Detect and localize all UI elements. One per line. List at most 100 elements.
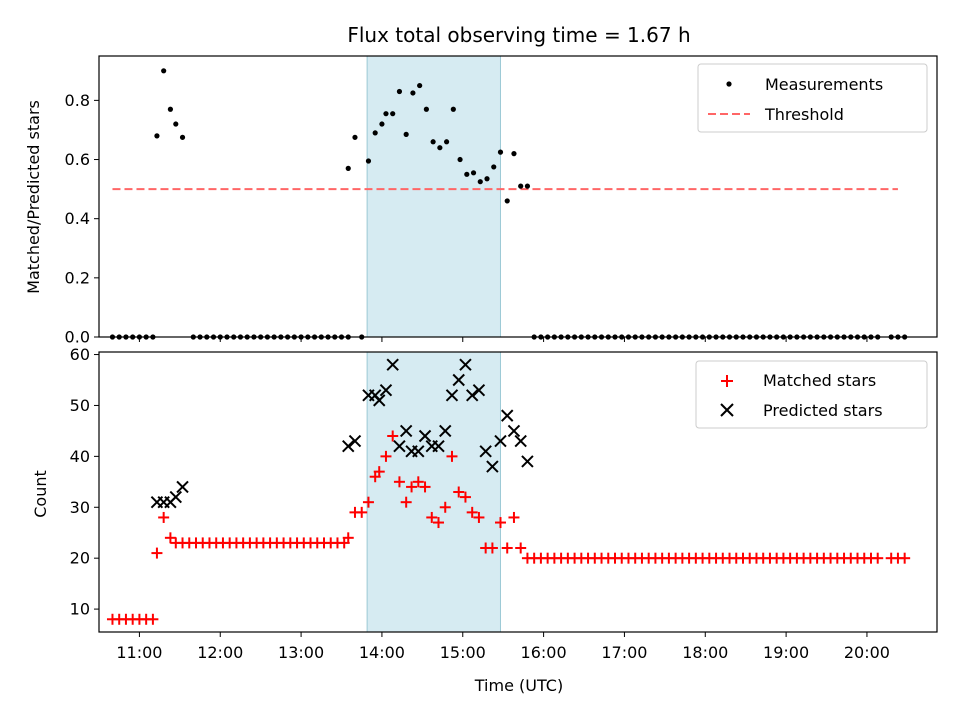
measurement-point <box>497 149 504 155</box>
matched-star-point <box>373 466 385 478</box>
predicted-star-point <box>412 445 425 458</box>
count-legend: Matched stars Predicted stars <box>695 360 928 429</box>
matched-star-point <box>426 511 438 523</box>
matched-star-point <box>419 481 431 493</box>
measurement-point <box>173 121 179 127</box>
measurement-point <box>161 68 167 74</box>
legend-matched-marker <box>721 375 733 387</box>
matched-star-point <box>342 532 354 544</box>
legend-measurements-label: Measurements <box>765 75 883 94</box>
count-plot-frame <box>98 351 938 633</box>
count-y-tick-label: 20 <box>70 549 90 568</box>
matched-star-point <box>151 547 163 559</box>
legend-predicted-marker <box>720 403 734 417</box>
matched-star-point <box>446 450 458 462</box>
predicted-star-point <box>169 490 183 504</box>
measurement-point <box>417 82 423 89</box>
x-tick-label: 16:00 <box>521 643 567 662</box>
ratio-y-axis-label: Matched/Predicted stars <box>24 100 43 294</box>
x-tick-label: 20:00 <box>844 643 890 662</box>
count-y-tick-label: 60 <box>70 345 90 364</box>
matched-star-point <box>453 486 465 498</box>
predicted-star-point <box>494 434 507 448</box>
x-tick-label: 14:00 <box>359 643 405 662</box>
measurement-point <box>477 179 483 185</box>
measurement-point <box>504 198 510 204</box>
predicted-star-point <box>399 424 413 438</box>
predicted-star-point <box>452 373 465 387</box>
x-tick-label: 17:00 <box>601 643 647 662</box>
predicted-star-point <box>386 358 399 371</box>
predicted-star-point <box>479 445 492 458</box>
predicted-star-point <box>176 480 189 494</box>
ratio-legend: Measurements Threshold <box>697 63 928 133</box>
count-panel: 10 20 30 40 50 60 11:00 12:00 13:00 14:00 15:00 16… <box>31 345 938 695</box>
predicted-star-point <box>418 429 432 443</box>
count-y-tick-label: 30 <box>70 498 90 517</box>
predicted-star-point <box>514 434 527 448</box>
matched-star-point <box>473 511 485 523</box>
observing-window-shade-bottom <box>366 351 501 633</box>
measurement-point <box>430 139 436 145</box>
matched-star-point <box>147 613 159 625</box>
measurement-point <box>450 106 456 112</box>
ratio-y-tick-label: 0.0 <box>65 328 90 347</box>
count-y-tick-label: 50 <box>70 396 90 415</box>
ratio-panel: 0.00.20.40.60.8 Matched/Predicted stars … <box>24 55 938 347</box>
matched-star-point <box>164 532 176 544</box>
measurement-point <box>383 111 389 117</box>
predicted-star-point <box>432 439 445 453</box>
predicted-star-point <box>445 389 459 402</box>
count-legend-box <box>695 360 928 429</box>
measurement-point <box>154 133 160 139</box>
measurement-point <box>518 183 524 189</box>
count-y-axis-label: Count <box>31 470 50 518</box>
measurement-point <box>372 130 378 136</box>
ratio-legend-box <box>697 63 928 133</box>
measurement-point <box>410 90 416 96</box>
matched-star-point <box>362 496 374 508</box>
x-tick-label: 19:00 <box>763 643 809 662</box>
legend-matched-label: Matched stars <box>763 371 876 390</box>
matched-star-point <box>439 501 451 513</box>
measurement-point <box>443 139 450 145</box>
ratio-y-tick-label: 0.8 <box>65 91 90 110</box>
x-tick-label: 18:00 <box>682 643 728 662</box>
measurement-point <box>365 158 372 164</box>
matched-star-point <box>393 476 405 488</box>
legend-threshold-label: Threshold <box>764 105 844 124</box>
predicted-star-point <box>465 389 479 402</box>
matched-star-point <box>501 542 513 554</box>
matched-star-point <box>380 450 392 462</box>
measurement-point <box>464 171 470 177</box>
chart-title: Flux total observing time = 1.67 h <box>347 23 690 47</box>
x-tick-label: 13:00 <box>278 643 324 662</box>
ratio-plot-frame <box>98 55 938 338</box>
measurement-point <box>379 121 385 127</box>
predicted-star-point <box>439 424 452 438</box>
matched-star-point <box>872 552 884 564</box>
measurement-point <box>491 164 497 170</box>
matched-star-point <box>508 511 520 523</box>
predicted-star-point <box>348 434 362 448</box>
measurement-point <box>511 151 517 157</box>
predicted-star-point <box>459 358 472 371</box>
measurement-point <box>457 156 463 163</box>
ratio-y-tick-label: 0.2 <box>65 268 90 287</box>
legend-predicted-label: Predicted stars <box>763 401 883 420</box>
measurement-point <box>403 131 409 137</box>
legend-measurements-marker <box>726 81 732 87</box>
predicted-star-point <box>393 439 406 453</box>
matched-star-point <box>406 481 418 493</box>
predicted-star-point <box>472 383 486 397</box>
x-axis-label: Time (UTC) <box>474 676 563 695</box>
predicted-star-point <box>507 424 521 438</box>
predicted-star-point <box>379 383 393 397</box>
matched-star-point <box>387 430 399 442</box>
measurement-point <box>423 106 429 112</box>
predicted-star-point <box>342 439 355 453</box>
measurement-point <box>345 165 351 171</box>
matched-star-point <box>494 517 506 529</box>
ratio-y-tick-label: 0.4 <box>65 209 90 228</box>
